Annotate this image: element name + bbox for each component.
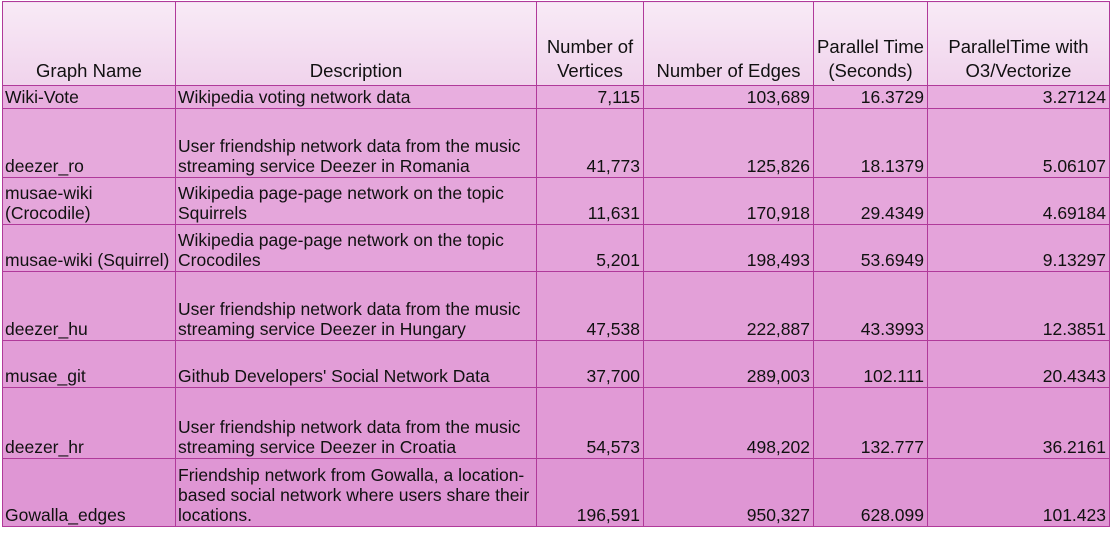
cell-vertices[interactable]: 7,115 (536, 85, 644, 109)
header-edges[interactable]: Number of Edges (643, 1, 814, 86)
cell-vertices[interactable]: 37,700 (536, 340, 644, 388)
cell-edges[interactable]: 289,003 (643, 340, 814, 388)
cell-parallel-time[interactable]: 29.4349 (813, 177, 928, 225)
cell-description[interactable]: User friendship network data from the mu… (175, 387, 537, 459)
cell-graph-name[interactable]: deezer_ro (2, 108, 176, 178)
cell-parallel-time-o3[interactable]: 3.27124 (927, 85, 1110, 109)
cell-vertices[interactable]: 196,591 (536, 458, 644, 527)
cell-graph-name[interactable]: musae-wiki (Squirrel) (2, 224, 176, 272)
cell-edges[interactable]: 222,887 (643, 271, 814, 341)
cell-parallel-time-o3[interactable]: 101.423 (927, 458, 1110, 527)
cell-vertices[interactable]: 54,573 (536, 387, 644, 459)
cell-parallel-time[interactable]: 16.3729 (813, 85, 928, 109)
graph-benchmark-table: Graph Name Description Number of Vertice… (2, 1, 1110, 527)
cell-graph-name[interactable]: deezer_hu (2, 271, 176, 341)
cell-description[interactable]: Github Developers' Social Network Data (175, 340, 537, 388)
cell-vertices[interactable]: 41,773 (536, 108, 644, 178)
cell-parallel-time[interactable]: 53.6949 (813, 224, 928, 272)
cell-description[interactable]: Wikipedia voting network data (175, 85, 537, 109)
cell-parallel-time-o3[interactable]: 9.13297 (927, 224, 1110, 272)
cell-vertices[interactable]: 11,631 (536, 177, 644, 225)
cell-parallel-time-o3[interactable]: 20.4343 (927, 340, 1110, 388)
header-row: Graph Name Description Number of Vertice… (2, 1, 1110, 86)
table-row: musae-wiki (Crocodile) Wikipedia page-pa… (2, 177, 1110, 225)
cell-edges[interactable]: 198,493 (643, 224, 814, 272)
table-row: musae_git Github Developers' Social Netw… (2, 340, 1110, 388)
table-row: Wiki-Vote Wikipedia voting network data … (2, 85, 1110, 109)
cell-graph-name[interactable]: deezer_hr (2, 387, 176, 459)
table-row: musae-wiki (Squirrel) Wikipedia page-pag… (2, 224, 1110, 272)
header-vertices[interactable]: Number of Vertices (536, 1, 644, 86)
cell-description[interactable]: Friendship network from Gowalla, a locat… (175, 458, 537, 527)
cell-parallel-time-o3[interactable]: 5.06107 (927, 108, 1110, 178)
cell-parallel-time[interactable]: 102.111 (813, 340, 928, 388)
cell-graph-name[interactable]: Gowalla_edges (2, 458, 176, 527)
cell-edges[interactable]: 103,689 (643, 85, 814, 109)
cell-vertices[interactable]: 47,538 (536, 271, 644, 341)
header-parallel-time[interactable]: Parallel Time (Seconds) (813, 1, 928, 86)
cell-edges[interactable]: 170,918 (643, 177, 814, 225)
cell-edges[interactable]: 950,327 (643, 458, 814, 527)
table-row: deezer_hu User friendship network data f… (2, 271, 1110, 341)
header-description[interactable]: Description (175, 1, 537, 86)
cell-description[interactable]: Wikipedia page-page network on the topic… (175, 177, 537, 225)
table-row: Gowalla_edges Friendship network from Go… (2, 458, 1110, 527)
header-parallel-time-o3[interactable]: ParallelTime with O3/Vectorize (927, 1, 1110, 86)
cell-graph-name[interactable]: musae-wiki (Crocodile) (2, 177, 176, 225)
cell-parallel-time[interactable]: 18.1379 (813, 108, 928, 178)
cell-edges[interactable]: 498,202 (643, 387, 814, 459)
cell-parallel-time-o3[interactable]: 4.69184 (927, 177, 1110, 225)
cell-description[interactable]: User friendship network data from the mu… (175, 271, 537, 341)
cell-description[interactable]: User friendship network data from the mu… (175, 108, 537, 178)
cell-graph-name[interactable]: musae_git (2, 340, 176, 388)
cell-parallel-time[interactable]: 628.099 (813, 458, 928, 527)
cell-edges[interactable]: 125,826 (643, 108, 814, 178)
cell-vertices[interactable]: 5,201 (536, 224, 644, 272)
cell-description[interactable]: Wikipedia page-page network on the topic… (175, 224, 537, 272)
cell-parallel-time-o3[interactable]: 36.2161 (927, 387, 1110, 459)
cell-graph-name[interactable]: Wiki-Vote (2, 85, 176, 109)
cell-parallel-time[interactable]: 43.3993 (813, 271, 928, 341)
cell-parallel-time[interactable]: 132.777 (813, 387, 928, 459)
table-row: deezer_ro User friendship network data f… (2, 108, 1110, 178)
table-row: deezer_hr User friendship network data f… (2, 387, 1110, 459)
header-graph-name[interactable]: Graph Name (2, 1, 176, 86)
cell-parallel-time-o3[interactable]: 12.3851 (927, 271, 1110, 341)
